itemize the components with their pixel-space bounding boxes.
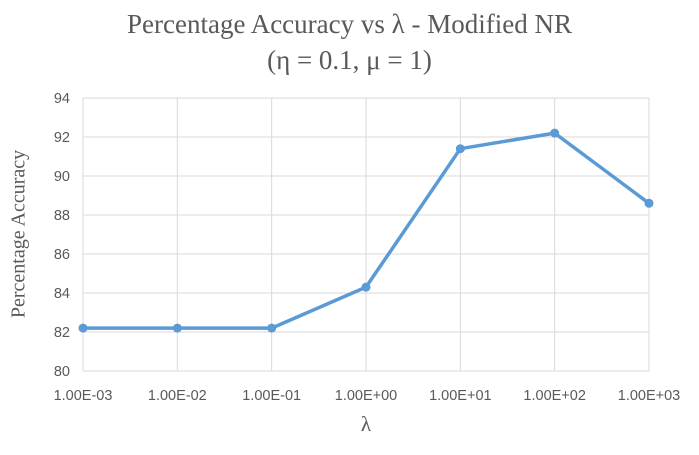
data-point: [172, 323, 182, 333]
chart-title-line1: Percentage Accuracy vs λ - Modified NR: [127, 9, 572, 39]
x-tick-label: 1.00E-01: [242, 388, 301, 404]
data-point: [644, 198, 654, 208]
data-point: [455, 144, 465, 154]
data-point: [78, 323, 88, 333]
data-point: [267, 323, 277, 333]
y-tick-label: 88: [54, 208, 70, 224]
y-tick-label: 80: [54, 364, 70, 380]
x-axis-title: λ: [360, 412, 372, 436]
x-tick-label: 1.00E+03: [618, 388, 681, 404]
chart-title-line2: (η = 0.1, μ = 1): [267, 45, 432, 75]
x-tick-label: 1.00E+01: [429, 388, 492, 404]
chart-title: Percentage Accuracy vs λ - Modified NR (…: [0, 6, 699, 78]
y-tick-label: 84: [54, 286, 70, 302]
data-point: [361, 282, 371, 292]
data-point: [550, 128, 560, 138]
x-tick-label: 1.00E-03: [54, 388, 113, 404]
y-tick-label: 92: [54, 130, 70, 146]
y-tick-label: 86: [54, 247, 70, 263]
y-tick-label: 94: [54, 91, 70, 107]
x-tick-label: 1.00E+02: [523, 388, 586, 404]
x-tick-label: 1.00E-02: [148, 388, 207, 404]
x-tick-label: 1.00E+00: [335, 388, 398, 404]
y-tick-label: 82: [54, 325, 70, 341]
y-tick-label: 90: [54, 169, 70, 185]
